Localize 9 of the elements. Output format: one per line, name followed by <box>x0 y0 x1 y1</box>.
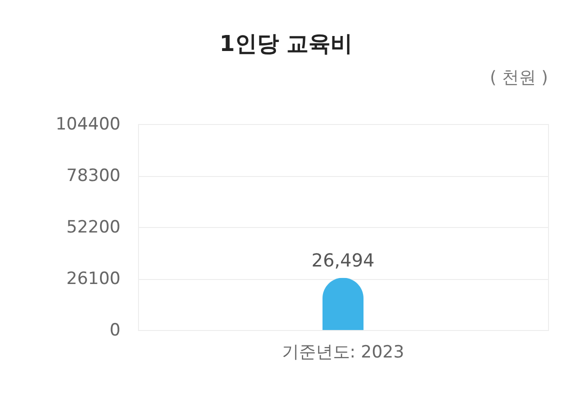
y-tick-label: 78300 <box>66 166 120 186</box>
y-tick-label: 52200 <box>66 218 120 238</box>
y-tick-label: 104400 <box>56 114 120 134</box>
y-tick-label: 26100 <box>66 269 120 289</box>
y-tick-label: 0 <box>110 320 120 340</box>
chart-title: 1인당 교육비 <box>220 32 352 57</box>
x-tick-label: 기준년도: 2023 <box>282 342 404 362</box>
data-label: 26,494 <box>312 250 374 272</box>
chart-subtitle: ( 천원 ) <box>490 68 548 88</box>
